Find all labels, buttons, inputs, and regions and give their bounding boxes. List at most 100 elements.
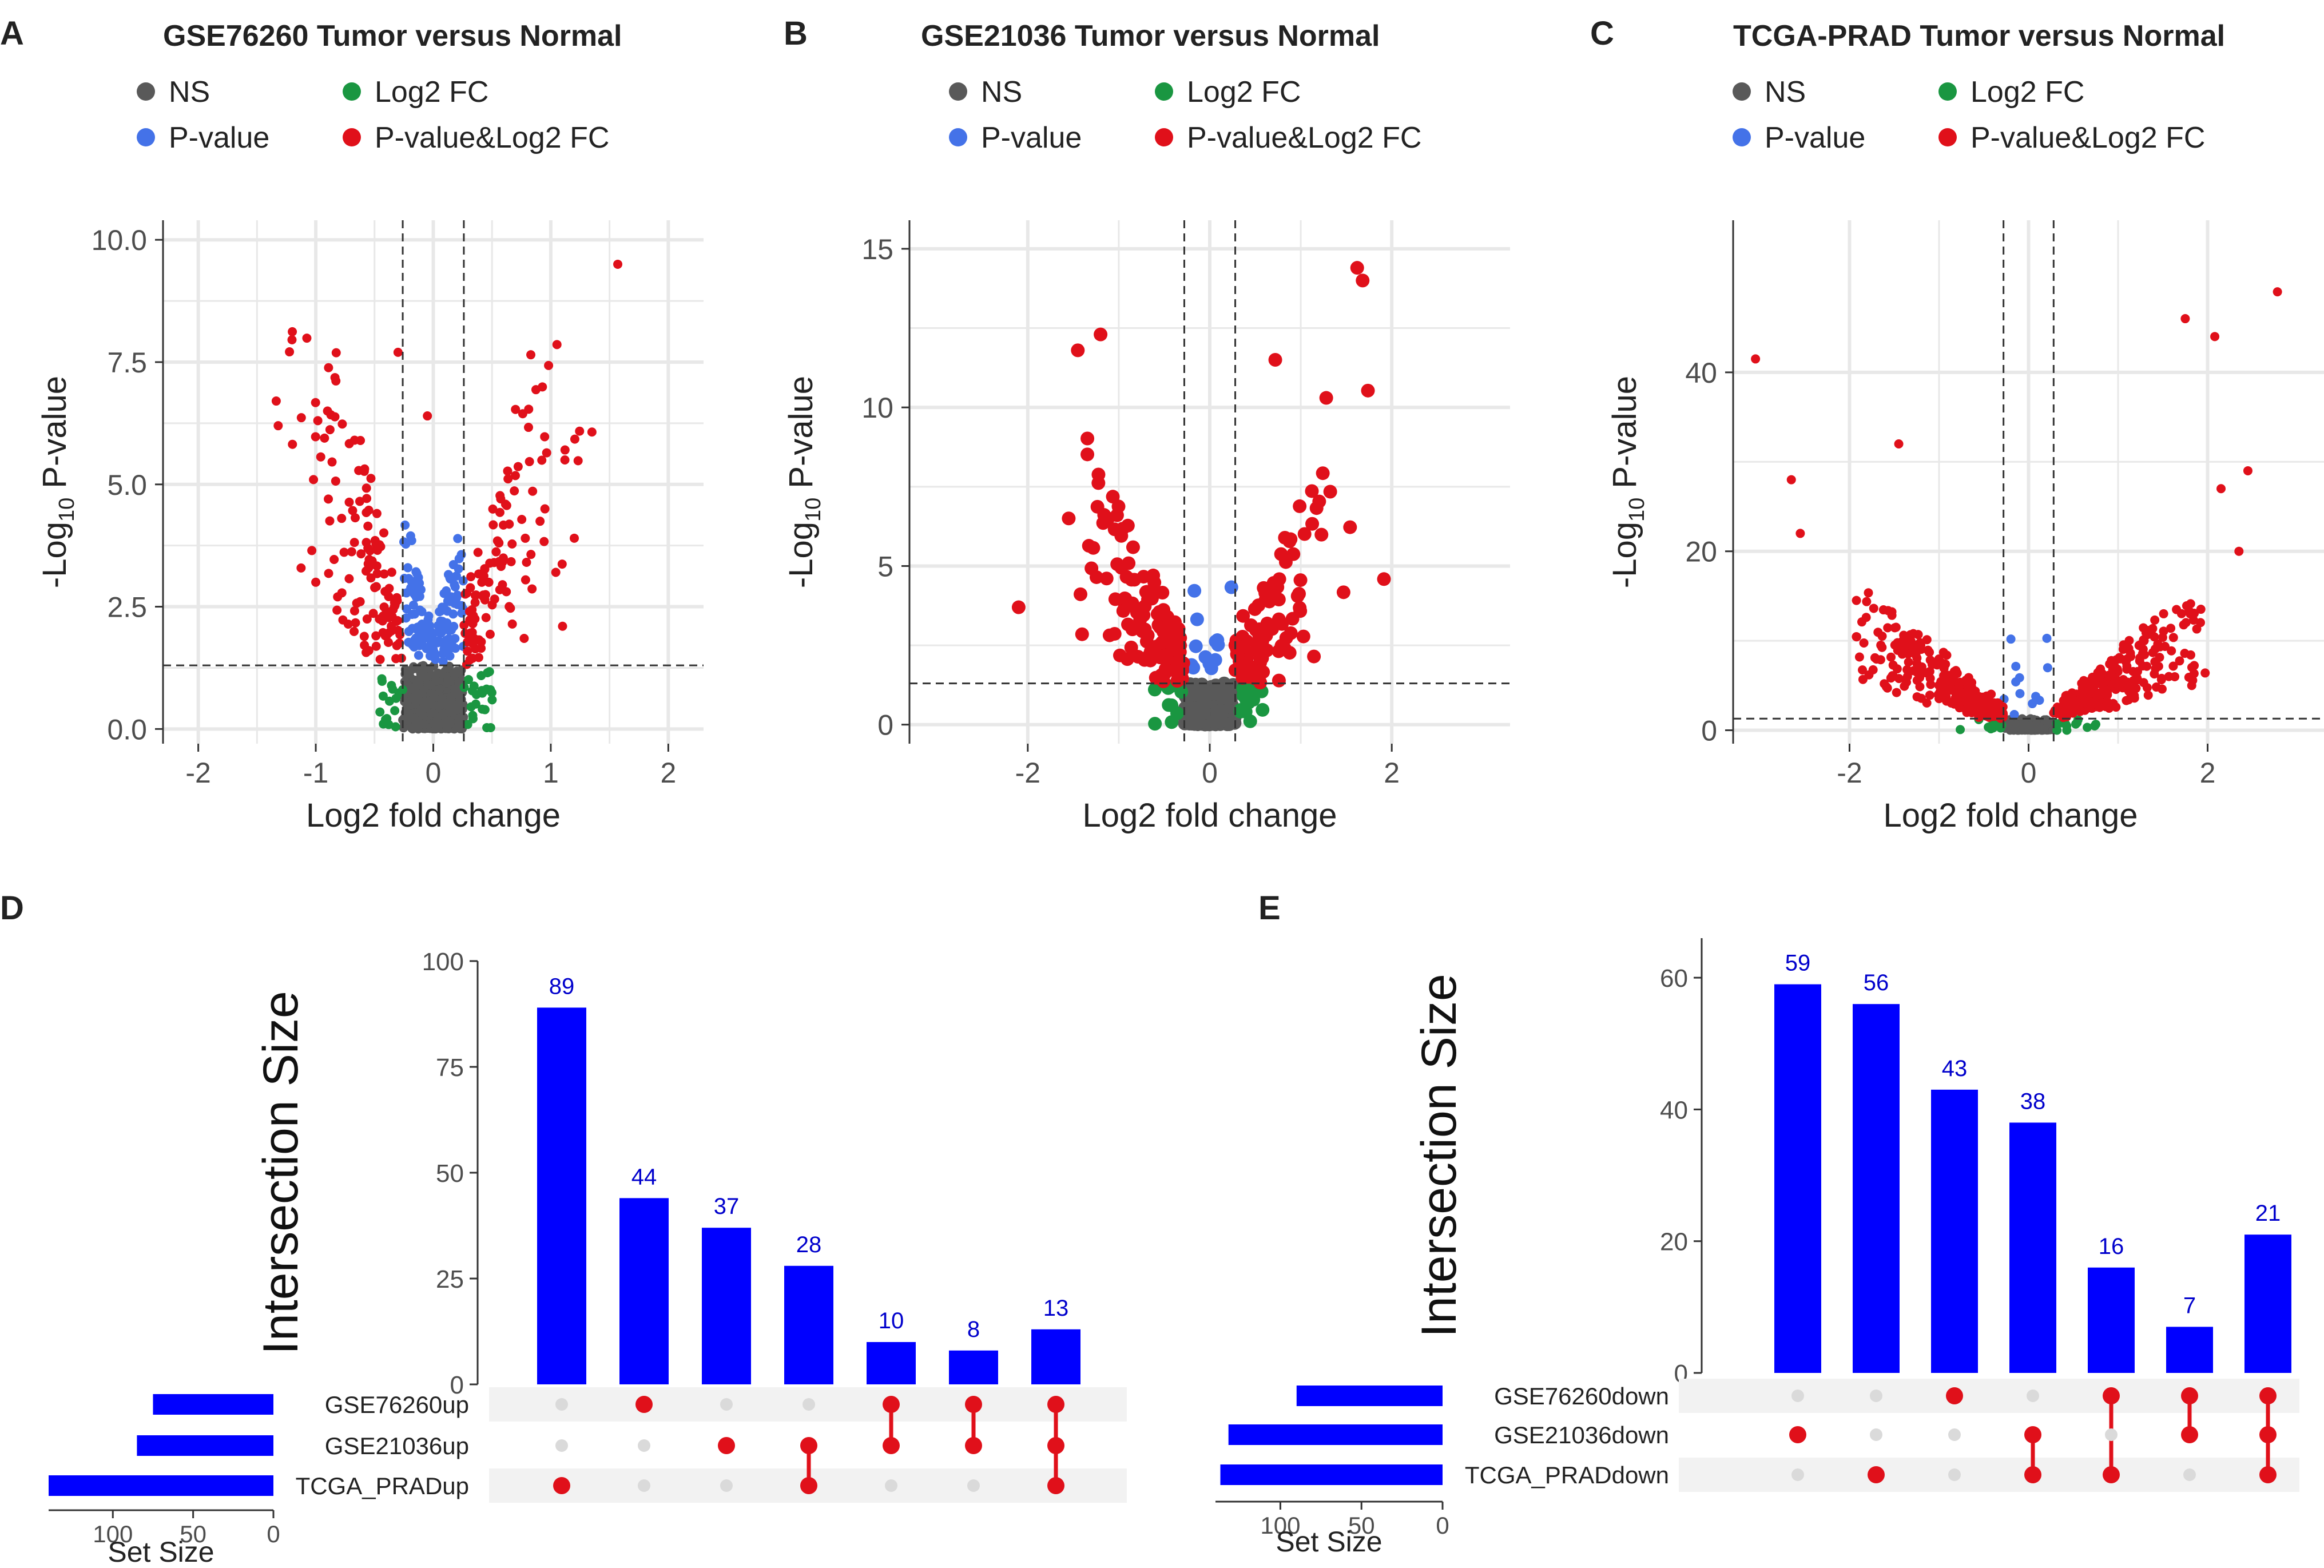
point-both [488,520,498,530]
y-tick-label: 5 [877,550,893,582]
point-both [507,539,517,549]
point-log2fc [378,691,388,701]
point-both [1101,511,1115,526]
point-both [525,456,534,466]
membership-dot-active [2103,1387,2120,1404]
point-both [1122,556,1136,570]
panel-letter: E [1258,890,1281,927]
point-pvalue [2015,689,2025,698]
legend-label-both: P-value&Log2 FC [1971,121,2205,154]
point-log2fc [2062,721,2072,731]
point-pvalue [2011,677,2021,686]
point-both [476,637,486,646]
legend-swatch-pvalue [137,128,155,146]
legend: NS Log2 FC P-value P-value&Log2 FC [137,76,609,154]
x-tick-label: -2 [185,757,210,789]
point-both [372,509,382,518]
membership-dot-inactive [638,1439,650,1452]
membership-dot-active [800,1477,817,1494]
point-both [2180,649,2190,658]
membership-dot-inactive [720,1398,733,1411]
set-size-label: Set Size [108,1536,214,1568]
point-both [507,619,517,629]
point-ns [427,696,436,705]
point-both [1894,439,1904,449]
point-both [1274,547,1288,561]
legend-label-pvalue: P-value [169,121,269,154]
point-both [337,514,347,523]
point-both [1877,642,1887,652]
point-both [2095,665,2105,675]
point-both [1260,643,1274,657]
membership-dot-inactive [555,1398,568,1411]
point-log2fc [1165,698,1179,712]
point-both [2062,706,2072,716]
x-axis-label: Log2 fold change [1082,797,1337,834]
set-size-tick-label: 0 [1436,1512,1449,1539]
point-both [359,632,369,641]
point-log2fc [476,670,486,680]
point-both [1296,629,1310,644]
point-pvalue [2042,633,2052,643]
point-both [1881,682,1891,692]
legend: NS Log2 FC P-value P-value&Log2 FC [1733,76,2205,154]
intersection-bar [949,1350,998,1384]
point-both [1160,610,1174,624]
point-log2fc [387,681,396,690]
membership-dot-active [2259,1387,2277,1404]
point-both [366,474,376,483]
membership-dot-inactive [555,1439,568,1452]
point-both [325,425,335,435]
y-tick-label: 0 [1701,715,1717,747]
point-both [460,629,470,638]
point-pvalue [2009,709,2019,719]
point-both [1147,575,1162,590]
point-log2fc [478,704,487,714]
set-name-label: TCGA_PRADup [296,1472,469,1499]
x-tick-label: 0 [2021,757,2037,789]
point-both [478,592,488,601]
point-both [387,567,396,577]
point-both [1080,447,1095,462]
x-axis-label: Log2 fold change [306,797,561,834]
intersection-bar [2244,1234,2291,1373]
point-both [1869,604,1878,613]
y-axis-label: -Log10 P-value [1606,376,1649,588]
point-both [423,411,432,421]
point-pvalue [1187,583,1202,598]
point-both [1858,665,1868,675]
point-both [333,592,343,602]
point-log2fc [384,696,394,706]
point-both [523,423,533,432]
points [1751,287,2282,735]
point-both [1297,527,1312,541]
point-pvalue [414,650,423,660]
point-both [307,546,317,555]
point-both [1983,699,1992,709]
point-both [485,629,495,639]
point-both [2124,644,2134,653]
point-both [511,404,521,414]
point-both [1900,681,1909,691]
point-both [288,327,297,336]
legend-swatch-pvalue [1733,128,1751,146]
point-both [535,517,545,526]
point-both [1343,520,1357,534]
point-both [2243,466,2253,475]
point-pvalue [402,604,411,614]
set-size-bar [153,1394,273,1415]
point-ns [407,693,417,703]
point-both [560,445,570,455]
point-pvalue [1190,612,1204,626]
x-tick-label: 1 [543,757,559,789]
point-both [495,507,504,517]
membership-dot-inactive [638,1479,650,1492]
point-both [1119,570,1134,584]
point-both [474,569,483,579]
point-both [1859,638,1869,648]
legend-label-both: P-value&Log2 FC [1187,121,1421,154]
point-both [526,350,536,360]
point-both [527,584,537,594]
y-tick-label: 60 [1660,964,1688,993]
